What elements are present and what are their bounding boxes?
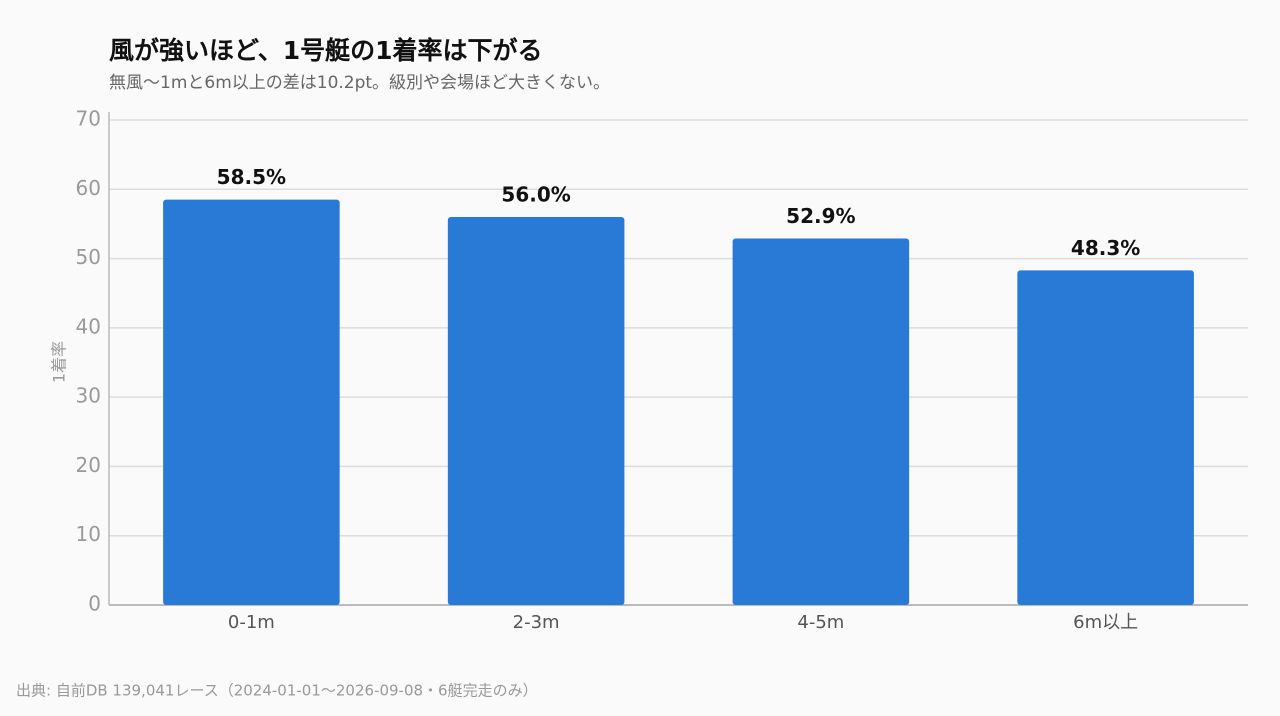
- value-label: 56.0%: [501, 183, 570, 207]
- x-tick-label: 6m以上: [1073, 612, 1138, 633]
- bar: [163, 199, 340, 605]
- y-tick-label: 30: [76, 384, 101, 408]
- x-tick-label: 2-3m: [513, 612, 560, 633]
- y-tick-label: 0: [88, 592, 101, 616]
- y-tick-label: 70: [76, 107, 101, 131]
- value-label: 52.9%: [786, 204, 855, 228]
- y-axis-label: 1着率: [50, 341, 69, 383]
- x-tick-label: 4-5m: [797, 612, 844, 633]
- y-tick-label: 60: [76, 176, 101, 200]
- bar: [732, 238, 910, 605]
- chart-subtitle: 無風〜1mと6m以上の差は10.2pt。級別や会場ほど大きくない。: [109, 73, 610, 93]
- value-label: 58.5%: [217, 165, 286, 189]
- bar: [1017, 270, 1194, 605]
- y-tick-label: 20: [76, 453, 101, 477]
- source-note: 出典: 自前DB 139,041レース（2024-01-01〜2026-09-0…: [16, 682, 538, 700]
- value-label: 48.3%: [1071, 236, 1140, 260]
- y-tick-label: 10: [76, 522, 101, 546]
- chart-title: 風が強いほど、1号艇の1着率は下がる: [109, 36, 543, 65]
- y-tick-label: 40: [76, 314, 101, 338]
- x-tick-label: 0-1m: [228, 612, 275, 633]
- bar: [447, 217, 625, 605]
- y-tick-label: 50: [76, 245, 101, 269]
